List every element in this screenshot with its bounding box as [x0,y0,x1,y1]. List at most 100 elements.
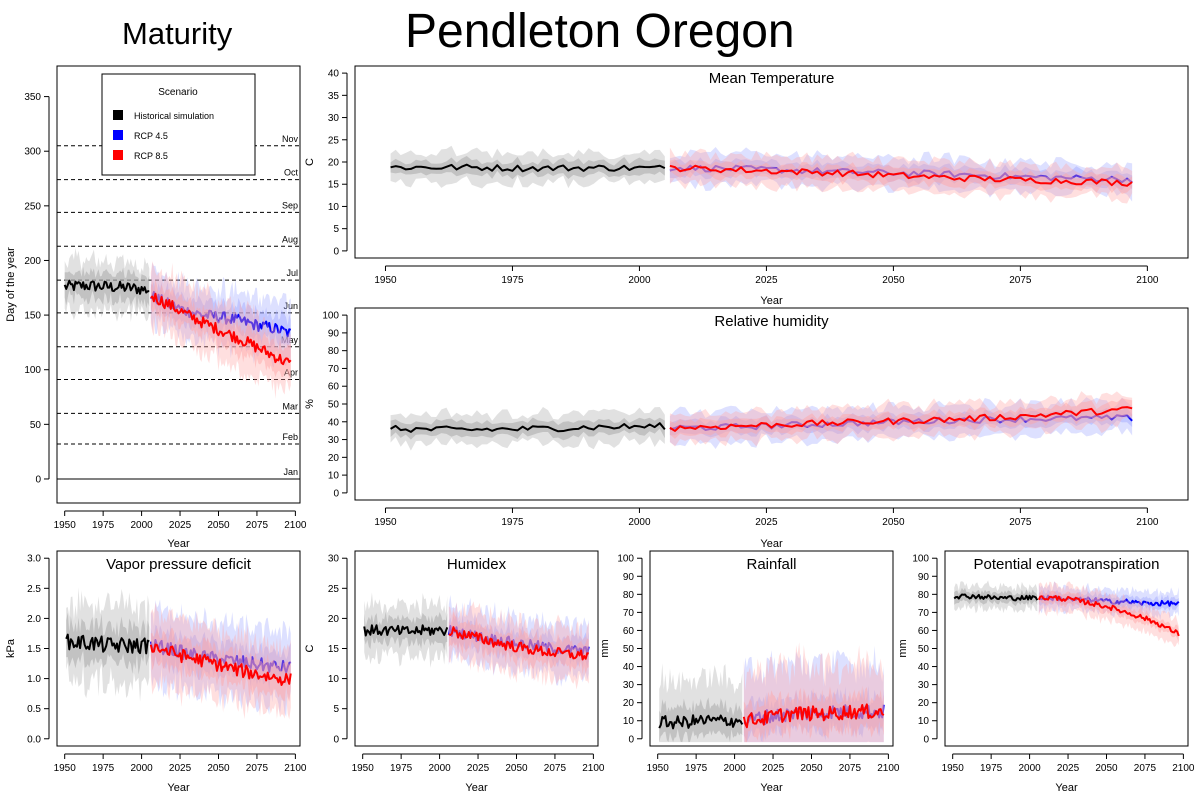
y-tick-label: 0 [628,734,634,745]
series-line-historical [390,422,666,433]
band-outer-rcp85 [150,261,291,399]
series-line-historical [63,279,150,295]
chart-vapor-pressure-deficit: 1950 1975 2000 2025 2050 2075 2100 0.0 0.5 1.0 1.5… [5,550,307,794]
legend-swatch [113,150,123,160]
y-tick-label: 100 [322,311,339,322]
y-tick-label: 80 [623,590,635,601]
y-tick-label: 50 [328,400,340,411]
y-tick-label: 40 [918,662,930,673]
x-axis-label: Year [1055,782,1078,794]
x-tick-label: 2025 [762,763,785,774]
y-tick-label: 30 [328,435,340,446]
x-axis-label: Year [760,295,783,307]
x-tick-label: 2100 [582,763,605,774]
x-tick-label: 2000 [723,763,746,774]
x-tick-label: 2025 [169,520,192,531]
series-group [390,391,1133,451]
y-tick-label: 40 [623,662,635,673]
band-inner-rcp85 [150,279,291,379]
x-axis-label: Year [760,538,783,550]
chart-title: Humidex [447,556,507,573]
series-line-historical [65,633,150,655]
band-outer-rcp85 [669,147,1133,204]
series-line-rcp85 [669,406,1133,432]
chart-relative-humidity: 1950 1975 2000 2025 2050 2075 2100 0 10 20 30 40 50 6… [304,307,1189,550]
y-tick-label: 100 [912,554,929,565]
x-axis-label: Year [465,782,488,794]
y-tick-label: 80 [918,590,930,601]
band-inner-historical [390,156,665,180]
series-group [658,642,885,743]
y-tick-label: 90 [918,572,930,583]
x-tick-label: 2050 [207,763,230,774]
y-tick-label: 0 [333,488,339,499]
y-tick-label: 100 [24,365,41,376]
y-tick-label: 80 [328,346,340,357]
x-tick-label: 2100 [1136,275,1159,286]
y-tick-label: 10 [918,716,930,727]
chart-potential-evapotranspiration: 1950 1975 2000 2025 2050 2075 2100 0 10 20 30 40 50 6… [897,550,1195,794]
y-axis-label: % [304,399,316,409]
page-title: Pendleton Oregon [405,5,795,58]
y-tick-label: 50 [30,420,42,431]
band-inner-rcp85 [1038,589,1179,643]
month-label-oct: Oct [284,168,299,178]
x-tick-label: 1950 [374,275,397,286]
y-tick-label: 25 [328,584,340,595]
band-inner-historical [659,697,743,743]
legend: Scenario Historical simulation RCP 4.5 RCP … [101,73,256,176]
x-tick-label: 2000 [428,763,451,774]
series-line-historical [390,163,666,173]
series-line-historical [363,624,449,637]
x-tick-label: 2025 [467,763,490,774]
plot-frame [354,65,1189,259]
y-tick-label: 60 [918,626,930,637]
x-tick-label: 2050 [882,517,905,528]
month-label-jan: Jan [283,467,298,477]
series-group [390,145,1133,204]
y-tick-label: 10 [328,202,340,213]
y-tick-label: 10 [328,471,340,482]
chart-title: Rainfall [746,556,796,573]
section-title: Maturity [122,16,233,51]
y-axis-label: mm [897,639,909,657]
series-line-rcp85 [150,292,292,366]
band-outer-rcp85 [1038,581,1179,648]
plot-frame [354,307,1189,501]
x-tick-label: 1950 [54,520,77,531]
chart-mean-temperature: 1950 1975 2000 2025 2050 2075 2100051015202530… [304,65,1189,307]
y-tick-label: 0.0 [27,734,41,745]
y-axis-label: C [304,644,316,652]
series-group [65,587,292,720]
y-tick-label: 30 [623,680,635,691]
y-tick-label: 90 [623,572,635,583]
y-tick-label: 250 [24,201,41,212]
y-tick-label: 0.5 [27,704,41,715]
y-tick-label: 0 [333,734,339,745]
x-tick-label: 1975 [501,517,524,528]
band-inner-rcp85 [669,159,1133,195]
month-label-mar: Mar [283,401,299,411]
y-tick-label: 90 [328,328,340,339]
x-tick-label: 2075 [839,763,862,774]
legend-label: RCP 4.5 [134,131,168,141]
y-tick-label: 1.5 [27,644,41,655]
y-tick-label: 0 [35,474,41,485]
x-tick-label: 2100 [1172,763,1195,774]
legend-label: RCP 8.5 [134,151,168,161]
y-tick-label: 20 [918,698,930,709]
plot-frame [649,550,894,747]
y-tick-label: 15 [328,180,340,191]
legend-label: Historical simulation [134,111,214,121]
y-tick-label: 3.0 [27,554,41,565]
y-tick-label: 100 [617,554,634,565]
band-inner-historical [66,612,150,675]
x-axis-label: Year [760,782,783,794]
y-tick-label: 0 [333,246,339,257]
y-tick-label: 5 [333,224,339,235]
y-tick-label: 25 [328,135,340,146]
x-tick-label: 1950 [647,763,670,774]
plot-frame [944,550,1189,747]
y-axis-label: mm [599,639,611,657]
y-tick-label: 2.0 [27,614,41,625]
